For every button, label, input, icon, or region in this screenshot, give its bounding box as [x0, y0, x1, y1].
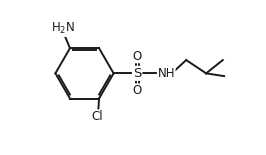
- Text: NH: NH: [157, 67, 175, 80]
- Text: O: O: [132, 50, 142, 63]
- Text: H$_2$N: H$_2$N: [51, 21, 75, 36]
- Text: O: O: [132, 84, 142, 97]
- Text: Cl: Cl: [92, 110, 103, 123]
- Text: S: S: [133, 67, 141, 80]
